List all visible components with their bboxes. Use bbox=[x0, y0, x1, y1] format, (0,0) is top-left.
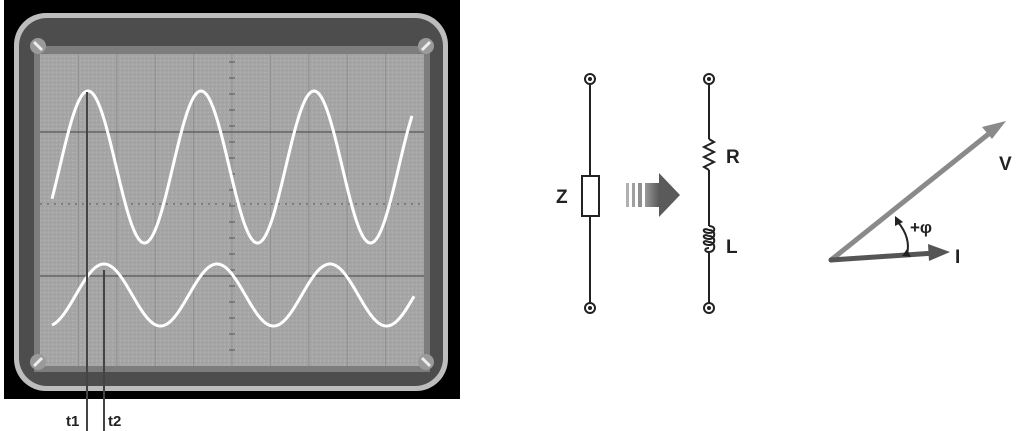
corner-screw-icon bbox=[418, 354, 434, 370]
voltage-phasor bbox=[828, 125, 999, 263]
corner-screw-icon bbox=[418, 38, 434, 54]
phasor-diagram: +φ V I bbox=[828, 121, 1012, 268]
corner-screw-icon bbox=[30, 354, 46, 370]
phase-angle-label: +φ bbox=[910, 218, 932, 237]
angle-arrowhead-icon bbox=[895, 216, 903, 226]
marker-label-t2: t2 bbox=[108, 413, 121, 430]
current-arrowhead-icon bbox=[928, 244, 950, 261]
voltage-label: V bbox=[999, 154, 1012, 175]
inductor-label: L bbox=[726, 237, 738, 258]
current-trace bbox=[51, 262, 416, 328]
phase-angle-arc bbox=[897, 221, 909, 255]
rl-circuit: R L bbox=[701, 73, 740, 314]
voltage-arrowhead-icon bbox=[982, 121, 1006, 139]
oscilloscope: t1 t2 bbox=[4, 0, 460, 431]
equivalent-arrow-icon bbox=[626, 173, 680, 217]
impedance-label: Z bbox=[556, 187, 568, 208]
angle-arrowhead-icon bbox=[902, 249, 911, 257]
resistor-label: R bbox=[726, 147, 740, 168]
corner-screw-icon bbox=[30, 38, 46, 54]
impedance-circuit: Z bbox=[556, 73, 600, 314]
resistor-icon bbox=[701, 138, 717, 171]
impedance-box bbox=[581, 175, 600, 217]
current-phasor bbox=[828, 250, 938, 263]
marker-label-t1: t1 bbox=[66, 413, 79, 430]
voltage-trace bbox=[50, 89, 414, 245]
inductor-icon bbox=[702, 225, 716, 254]
current-label: I bbox=[955, 247, 960, 268]
